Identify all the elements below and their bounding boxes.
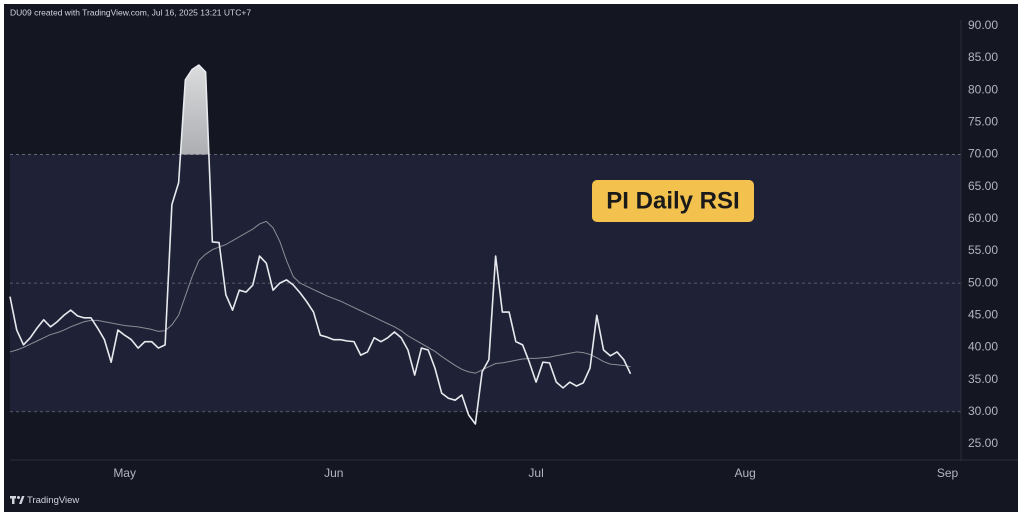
y-tick-label: 90.00 [968, 18, 998, 32]
x-tick-label: Aug [734, 466, 755, 480]
x-tick-label: Jun [324, 466, 343, 480]
brand: TradingView [27, 495, 79, 506]
x-tick-label: May [113, 466, 136, 480]
logo [10, 496, 25, 504]
annotation-box [592, 180, 754, 222]
y-tick-label: 50.00 [968, 275, 998, 289]
credit: DU09 created with TradingView.com, Jul 1… [10, 7, 251, 17]
y-tick-label: 25.00 [968, 436, 998, 450]
annotation: PI Daily RSI [606, 187, 739, 214]
y-tick-label: 35.00 [968, 372, 998, 386]
y-tick-label: 80.00 [968, 82, 998, 96]
y-tick-label: 85.00 [968, 50, 998, 64]
y-tick-label: 45.00 [968, 307, 998, 321]
y-tick-label: 40.00 [968, 340, 998, 354]
y-tick-label: 55.00 [968, 243, 998, 257]
y-tick-label: 70.00 [968, 147, 998, 161]
x-tick-label: Jul [528, 466, 543, 480]
y-tick-label: 75.00 [968, 114, 998, 128]
y-tick-label: 30.00 [968, 404, 998, 418]
y-tick-label: 60.00 [968, 211, 998, 225]
series-line [9, 64, 632, 425]
y-tick-label: 65.00 [968, 179, 998, 193]
x-tick-label: Sep [937, 466, 959, 480]
